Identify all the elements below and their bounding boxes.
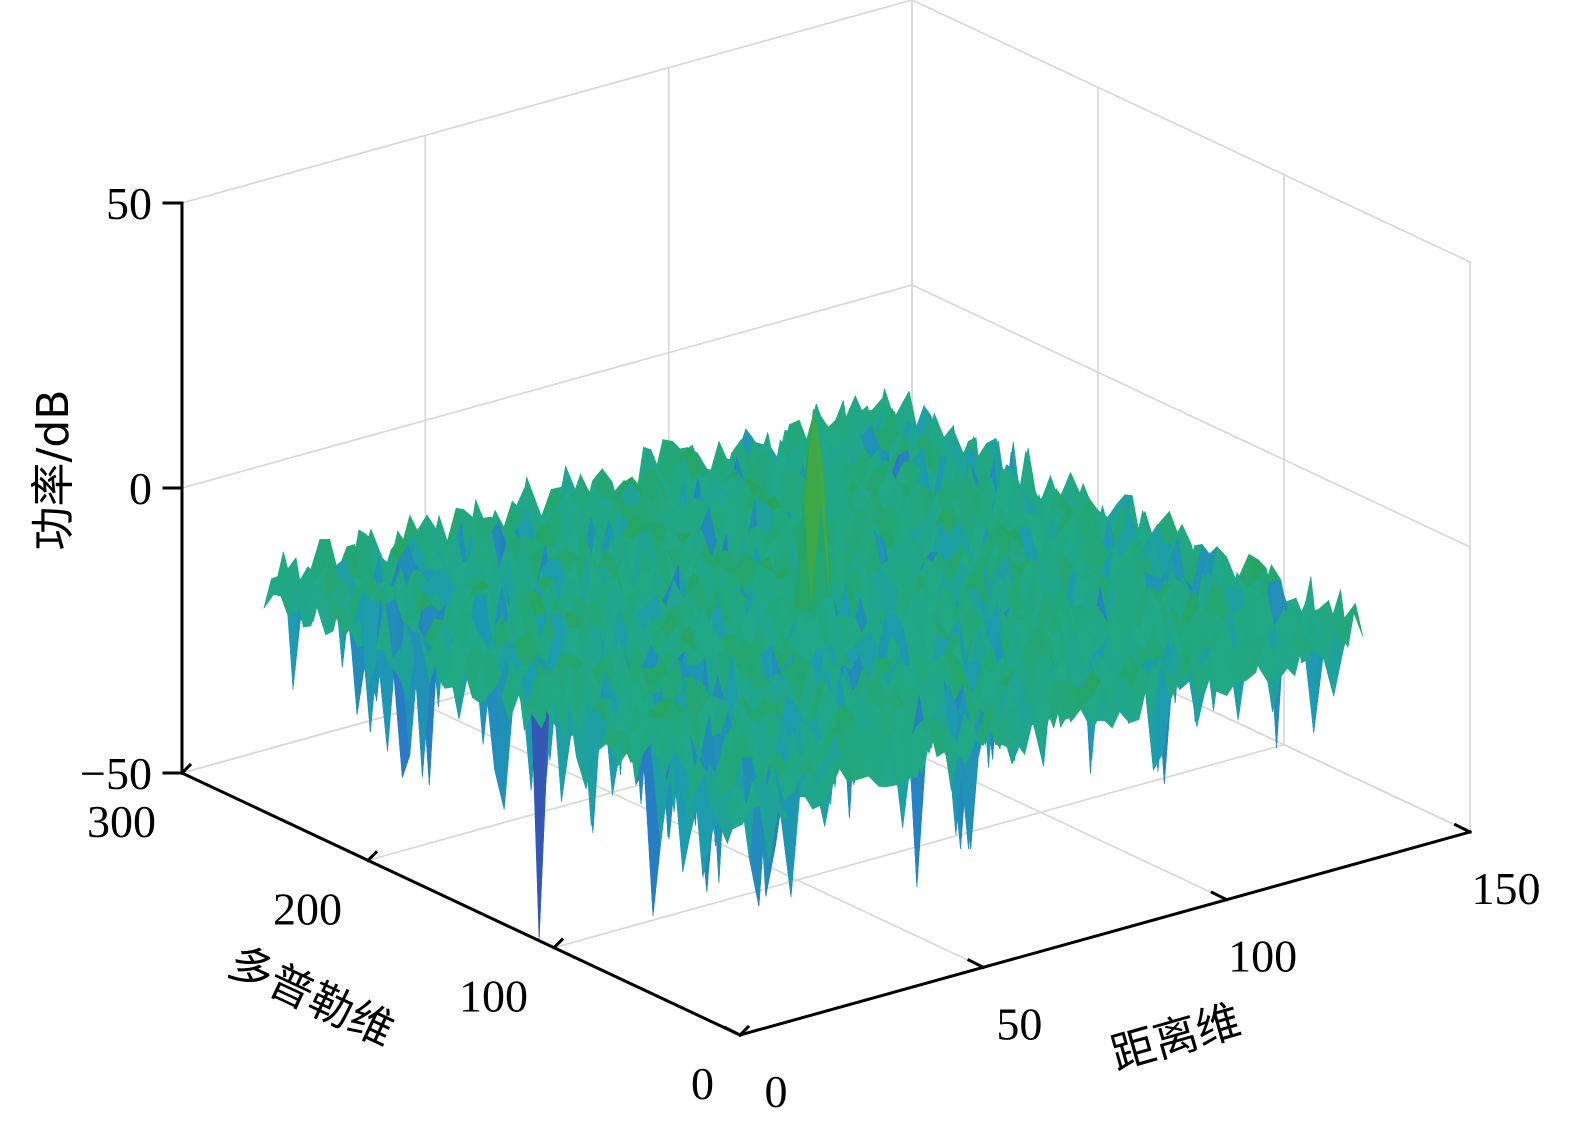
x-tick [966,958,986,970]
x-axis-line [738,830,1472,1037]
grid-line [910,283,1472,549]
z-tick-label: 0 [129,463,152,514]
y-tick-label: 200 [273,883,342,934]
y-axis-line [180,771,742,1037]
y-tick [737,1024,751,1038]
x-tick-label: 50 [996,998,1042,1049]
x-tick [1453,822,1473,835]
z-axis-label: 功率/dB [28,390,79,551]
x-tick-label: 150 [1472,863,1541,914]
y-tick [551,937,565,950]
axes-layer: 0 50 100 150 0 100 200 300−50 0 50 [80,178,1540,1117]
y-axis-label: 多普勒维 [221,937,402,1058]
y-tick-label: 0 [691,1058,714,1109]
x-tick [1210,890,1229,902]
x-tick [723,1025,743,1038]
grid-line [181,0,913,204]
y-tick-label: 300 [87,796,156,847]
y-tick-label: 100 [459,971,528,1022]
grid-line [181,284,913,489]
z-tick-label: 50 [106,178,152,229]
x-tick-label: 0 [765,1066,788,1117]
y-tick [365,850,379,863]
z-tick-label: −50 [80,748,152,799]
surface-layer [263,388,1364,941]
x-axis-label: 距离维 [1106,995,1247,1080]
surface-patch [732,795,751,830]
grid-line [910,0,1472,264]
x-tick-label: 100 [1228,931,1297,982]
